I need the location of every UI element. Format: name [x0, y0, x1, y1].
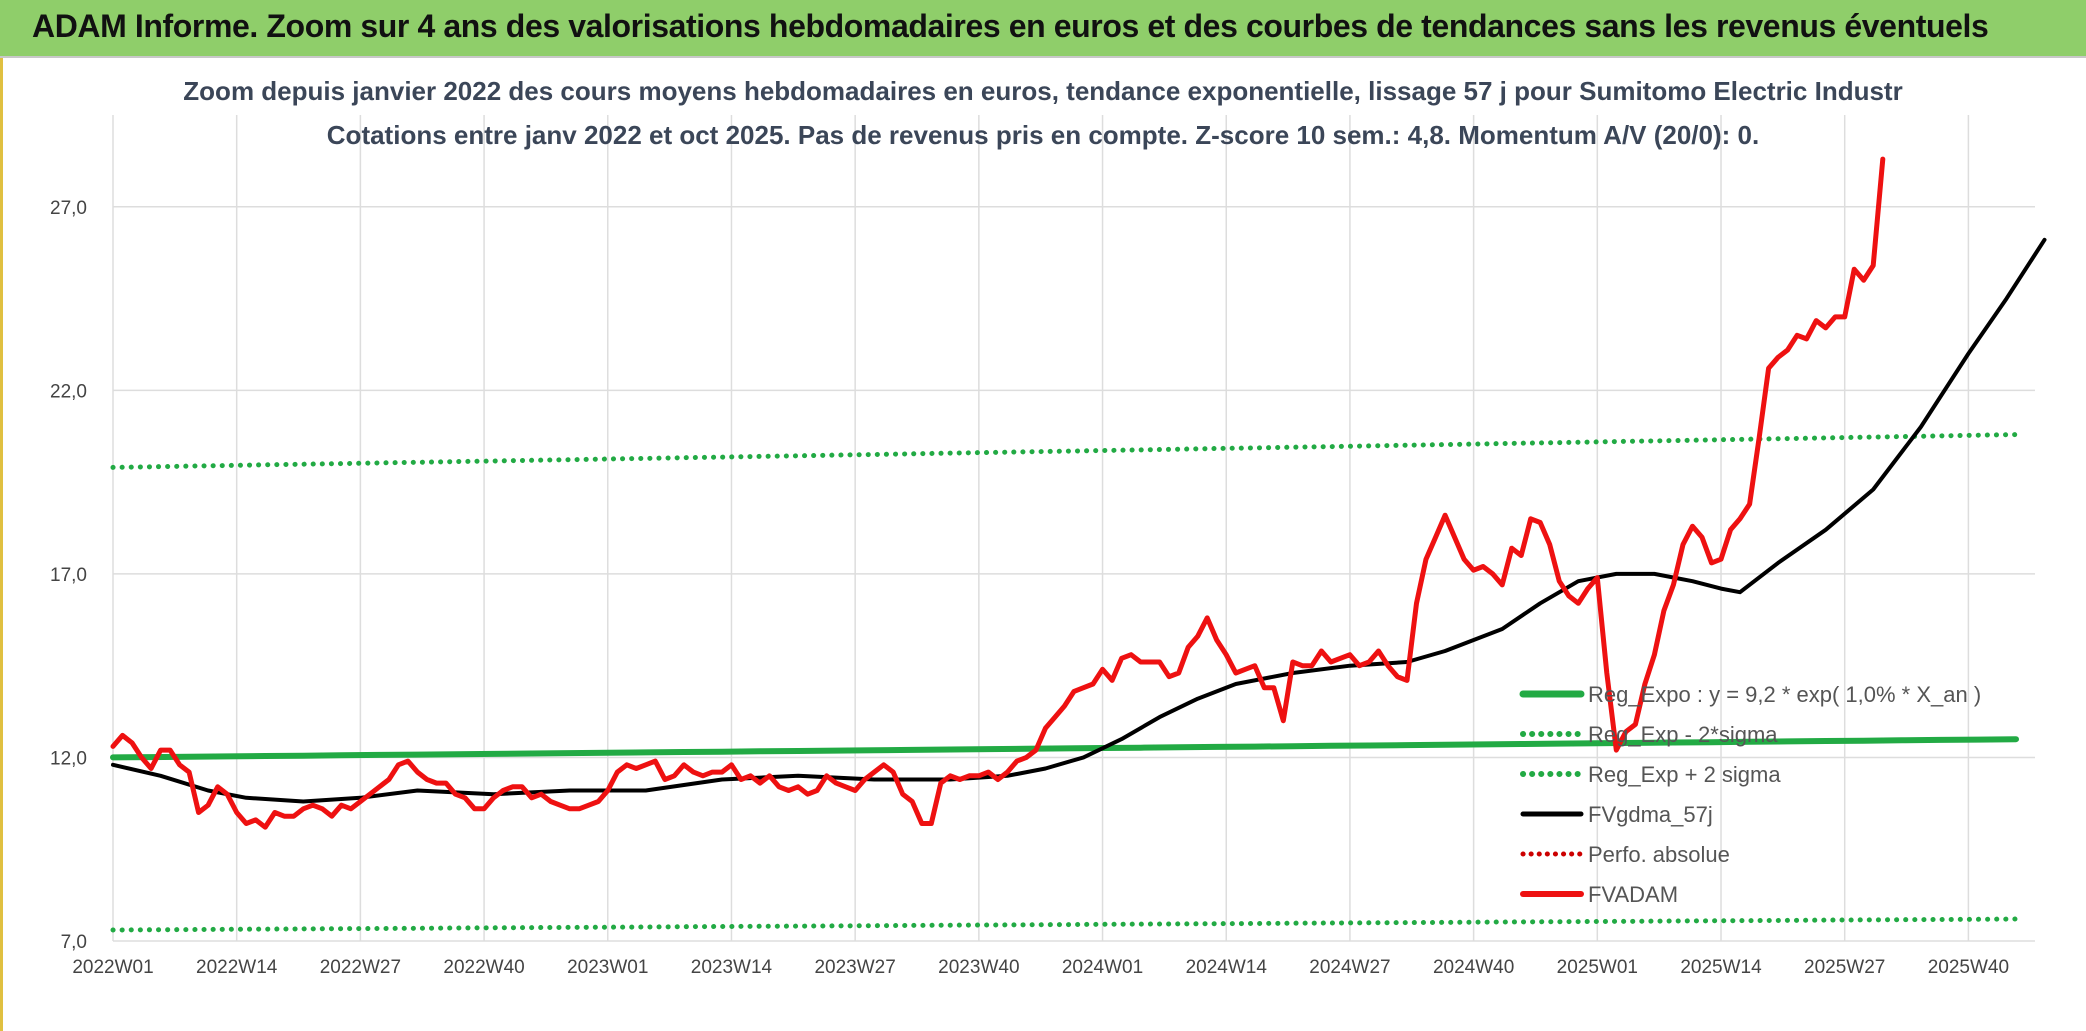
y-tick-label: 12,0 — [50, 748, 87, 769]
series-line — [110, 156, 1886, 830]
x-tick-label: 2022W40 — [443, 957, 524, 978]
y-tick-label: 17,0 — [50, 565, 87, 586]
y-axis-ticks: 7,0 12,0 17,0 22,0 27,0 — [50, 198, 87, 953]
header-banner: ADAM Informe. Zoom sur 4 ans des valoris… — [0, 0, 2086, 58]
x-tick-label: 2025W01 — [1557, 957, 1638, 978]
series-line — [110, 916, 2019, 933]
x-tick-label: 2022W01 — [72, 957, 153, 978]
legend-label: Perfo. absolue — [1588, 842, 1730, 867]
series-line — [111, 237, 2047, 804]
series-line — [110, 432, 2019, 470]
x-tick-label: 2024W27 — [1309, 957, 1390, 978]
legend-label: FVgdma_57j — [1588, 802, 1713, 827]
x-tick-label: 2025W40 — [1928, 957, 2009, 978]
x-tick-label: 2023W27 — [814, 957, 895, 978]
y-tick-label: 22,0 — [50, 381, 87, 402]
legend-label: Reg_Exp - 2*sigma — [1588, 722, 1778, 747]
grid — [112, 115, 2035, 942]
chart-title-line1: Zoom depuis janvier 2022 des cours moyen… — [183, 76, 1902, 106]
line-chart: Zoom depuis janvier 2022 des cours moyen… — [50, 76, 2047, 978]
series-line — [110, 736, 2019, 761]
x-tick-label: 2023W40 — [938, 957, 1019, 978]
legend-label: FVADAM — [1588, 882, 1678, 907]
y-tick-label: 7,0 — [61, 932, 87, 953]
series — [110, 156, 2047, 933]
y-tick-label: 27,0 — [50, 198, 87, 219]
x-tick-label: 2025W14 — [1680, 957, 1762, 978]
x-axis-ticks: 2022W01 2022W14 2022W27 2022W40 2023W01 2023W… — [72, 957, 2009, 978]
header-title: ADAM Informe. Zoom sur 4 ans des valoris… — [32, 8, 1989, 44]
x-tick-label: 2022W14 — [196, 957, 278, 978]
legend: Reg_Expo : y = 9,2 * exp( 1,0% * X_an ) R… — [1519, 682, 1981, 907]
legend-label: Reg_Expo : y = 9,2 * exp( 1,0% * X_an ) — [1588, 682, 1981, 707]
x-tick-label: 2023W14 — [691, 957, 773, 978]
chart-area: Zoom depuis janvier 2022 des cours moyen… — [0, 58, 2086, 1031]
x-tick-label: 2023W01 — [567, 957, 648, 978]
x-tick-label: 2024W14 — [1186, 957, 1268, 978]
legend-label: Reg_Exp + 2 sigma — [1588, 762, 1781, 787]
x-tick-label: 2024W01 — [1062, 957, 1143, 978]
x-tick-label: 2022W27 — [320, 957, 401, 978]
x-tick-label: 2024W40 — [1433, 957, 1514, 978]
chart-title-line2: Cotations entre janv 2022 et oct 2025. P… — [327, 120, 1759, 150]
x-tick-label: 2025W27 — [1804, 957, 1885, 978]
